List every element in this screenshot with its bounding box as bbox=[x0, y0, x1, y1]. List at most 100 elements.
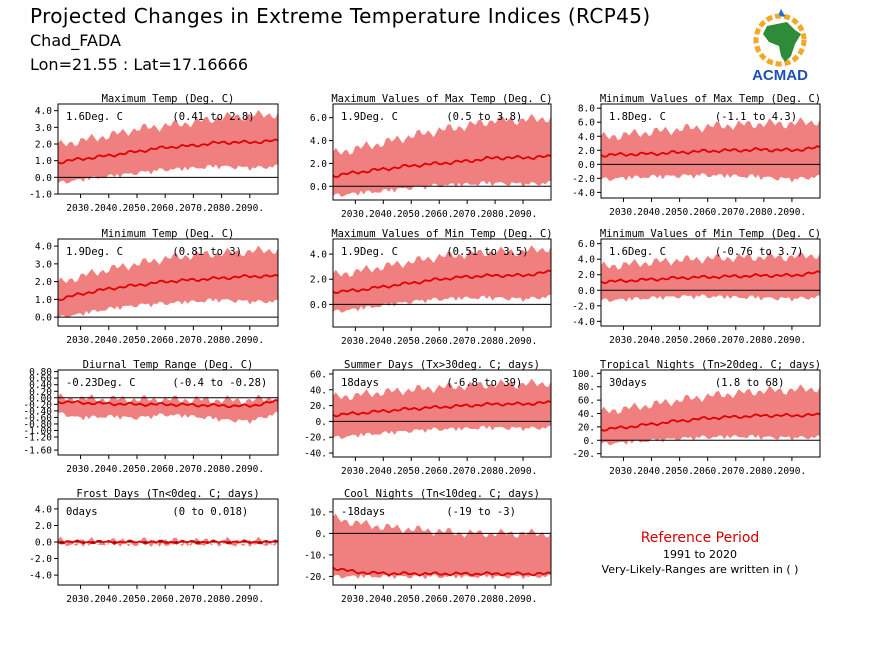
y-tick-label: -2.0 bbox=[29, 554, 52, 565]
x-tick-label: 2060. bbox=[151, 203, 180, 214]
x-tick-label: 2080. bbox=[207, 464, 236, 475]
y-tick-label: 2.0 bbox=[35, 140, 52, 151]
y-tick-label: 60. bbox=[578, 396, 595, 407]
chart-panel: 0.800.600.400.200.00-0.20-0.40-0.60-0.80… bbox=[23, 359, 279, 475]
y-tick-label: -10. bbox=[304, 550, 327, 561]
plot-frame bbox=[600, 238, 821, 327]
ensemble-mean-line bbox=[57, 273, 279, 302]
x-tick-label: 2040. bbox=[369, 336, 398, 347]
y-tick-label: 0. bbox=[584, 436, 595, 447]
very-likely-range-label: (-1.1 to 4.3) bbox=[715, 111, 797, 123]
x-tick-label: 2060. bbox=[425, 594, 454, 605]
y-tick-label: 0.0 bbox=[578, 160, 595, 171]
y-tick-label: 8.0 bbox=[578, 104, 595, 115]
x-tick-label: 2070. bbox=[179, 335, 208, 346]
x-tick-label: 2070. bbox=[453, 336, 482, 347]
x-tick-label: 2050. bbox=[397, 594, 426, 605]
plot-frame bbox=[600, 103, 821, 199]
likely-range-band bbox=[58, 109, 278, 184]
x-tick-label: 2050. bbox=[397, 336, 426, 347]
y-tick-label: 0.00 bbox=[29, 393, 52, 404]
y-tick-label: 20. bbox=[578, 422, 595, 433]
x-tick-label: 2080. bbox=[207, 203, 236, 214]
ensemble-mean-line bbox=[332, 566, 552, 577]
y-tick-label: 0.80 bbox=[29, 367, 52, 378]
africa-map-icon bbox=[753, 8, 807, 67]
y-tick-label: 2.0 bbox=[578, 146, 595, 157]
x-tick-label: 2070. bbox=[179, 203, 208, 214]
y-tick-label: -0.60 bbox=[23, 413, 52, 424]
x-tick-label: 2050. bbox=[665, 335, 694, 346]
x-tick-label: 2060. bbox=[693, 207, 722, 218]
x-tick-label: 2030. bbox=[609, 335, 638, 346]
chart-title: Minimum Values of Max Temp (Deg. C) bbox=[600, 93, 821, 105]
y-tick-label: 4.0 bbox=[578, 132, 595, 143]
chart-panel: 4.0 2.0 0.0 2030. 2040. 2050. 2060. 2070. 2080. 2… bbox=[310, 228, 553, 347]
y-tick-label: 2.0 bbox=[35, 277, 52, 288]
y-tick-label: 0. bbox=[316, 529, 327, 540]
chart-title: Frost Days (Tn<0deg. C; days) bbox=[76, 488, 259, 500]
chart-title: Summer Days (Tx>30deg. C; days) bbox=[344, 359, 540, 371]
y-tick-label: 4.0 bbox=[310, 250, 327, 261]
chart-title: Diurnal Temp Range (Deg. C) bbox=[83, 359, 254, 371]
chart-panel: 10.0.-10.-20.2030. 2040. 2050. 2060. 2070. 20… bbox=[304, 488, 552, 605]
x-tick-label: 2050. bbox=[665, 207, 694, 218]
x-tick-label: 2070. bbox=[179, 594, 208, 605]
very-likely-range-label: (1.8 to 68) bbox=[715, 377, 785, 389]
y-tick-label: 4.0 bbox=[35, 242, 52, 253]
plot-frame bbox=[57, 238, 279, 327]
y-tick-label: -20. bbox=[304, 433, 327, 444]
very-likely-range-label: (0.41 to 2.8) bbox=[172, 111, 254, 123]
reference-period-years: 1991 to 2020 bbox=[662, 548, 738, 561]
y-tick-label: 2.0 bbox=[35, 521, 52, 532]
ensemble-mean-line bbox=[600, 412, 821, 432]
chart-title: Maximum Temp (Deg. C) bbox=[102, 93, 235, 105]
y-tick-label: 0.40 bbox=[29, 380, 52, 391]
x-tick-label: 2070. bbox=[453, 209, 482, 220]
y-tick-label: 4.0 bbox=[578, 255, 595, 266]
chart-panel: 6.0 4.0 2.0 0.0 2030. 2040. 2050. 2060. 2070. 208… bbox=[310, 93, 553, 220]
x-tick-label: 2050. bbox=[665, 466, 694, 477]
plot-frame bbox=[57, 369, 279, 456]
y-tick-label: 20. bbox=[310, 401, 327, 412]
y-tick-label: 2.0 bbox=[310, 159, 327, 170]
y-tick-label: 2.0 bbox=[310, 275, 327, 286]
y-tick-label: -20. bbox=[572, 449, 595, 460]
y-tick-label: -40. bbox=[304, 449, 327, 460]
logo-text: ACMAD bbox=[752, 67, 808, 84]
plot-frame bbox=[57, 103, 279, 195]
mean-change-label: 1.9Deg. C bbox=[66, 246, 123, 258]
figure-title: Projected Changes in Extreme Temperature… bbox=[30, 4, 651, 28]
x-tick-label: 2080. bbox=[207, 594, 236, 605]
x-tick-label: 2090. bbox=[509, 209, 538, 220]
mean-change-label: 0days bbox=[66, 506, 98, 518]
x-tick-label: 2090. bbox=[235, 464, 264, 475]
y-tick-label: 6.0 bbox=[310, 113, 327, 124]
y-tick-label: 3.0 bbox=[35, 123, 52, 134]
very-likely-range-label: (0.51 to 3.5) bbox=[446, 246, 528, 258]
y-tick-label: 0.20 bbox=[29, 387, 52, 398]
x-tick-label: 2050. bbox=[123, 203, 152, 214]
y-tick-label: 4.0 bbox=[310, 136, 327, 147]
chart-panel: 100. 80. 60. 40. 20. 0. -20. 2030. 2040. 2050. 206… bbox=[572, 359, 821, 477]
x-tick-label: 2030. bbox=[66, 464, 95, 475]
x-tick-label: 2070. bbox=[453, 594, 482, 605]
mean-change-label: -18days bbox=[341, 506, 385, 518]
x-tick-label: 2040. bbox=[637, 466, 666, 477]
x-tick-label: 2090. bbox=[235, 335, 264, 346]
x-tick-label: 2030. bbox=[341, 594, 370, 605]
chart-title: Cool Nights (Tn<10deg. C; days) bbox=[344, 488, 540, 500]
ensemble-mean-line bbox=[332, 269, 552, 295]
acmad-logo: ACMAD bbox=[752, 8, 808, 84]
ensemble-mean-line bbox=[600, 145, 821, 158]
y-tick-label: 2.0 bbox=[578, 270, 595, 281]
x-tick-label: 2090. bbox=[235, 594, 264, 605]
x-tick-label: 2080. bbox=[750, 466, 779, 477]
x-tick-label: 2040. bbox=[94, 594, 123, 605]
x-tick-label: 2070. bbox=[453, 466, 482, 477]
x-tick-label: 2050. bbox=[123, 594, 152, 605]
very-likely-range-label: (0.5 to 3.8) bbox=[446, 111, 522, 123]
y-tick-label: -2.0 bbox=[572, 301, 595, 312]
y-tick-label: 80. bbox=[578, 382, 595, 393]
